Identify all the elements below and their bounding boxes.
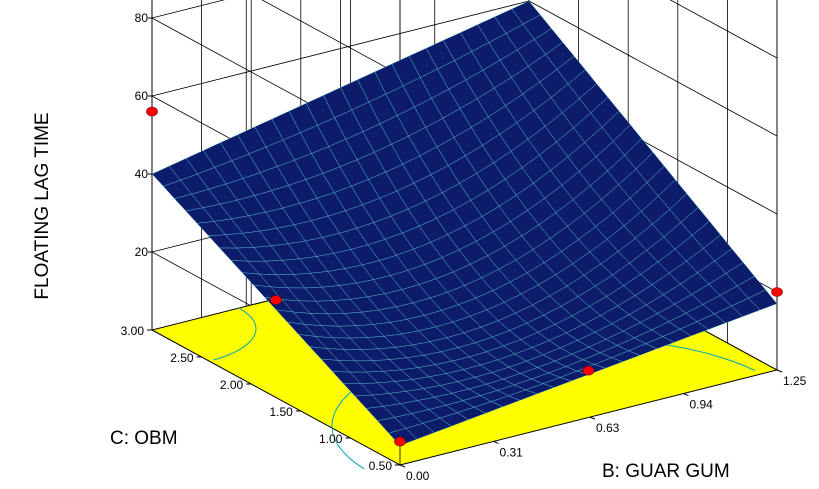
x-tick-mark bbox=[493, 440, 499, 444]
wall-grid-line bbox=[151, 0, 530, 97]
x-tick-mark bbox=[589, 416, 596, 420]
x-tick-label: 0.63 bbox=[596, 421, 620, 435]
wall-grid-line bbox=[669, 0, 778, 59]
x-tick-mark bbox=[399, 464, 406, 468]
y-tick-label: 3.00 bbox=[121, 324, 145, 338]
z-tick-label: 60 bbox=[135, 89, 149, 103]
x-tick-label: 0.00 bbox=[406, 469, 430, 483]
y-tick-label: 2.00 bbox=[220, 378, 244, 392]
design-point bbox=[270, 295, 282, 305]
wall-grid-line bbox=[261, 0, 401, 76]
y-tick-label: 1.00 bbox=[319, 432, 343, 446]
x-axis-title: B: GUAR GUM bbox=[602, 461, 730, 482]
tick-labels: 204060801001201400.000.310.630.941.250.5… bbox=[121, 11, 807, 483]
response-surface bbox=[151, 0, 778, 446]
z-tick-label: 80 bbox=[135, 11, 149, 25]
x-tick-label: 0.94 bbox=[690, 398, 714, 412]
z-tick-label: 40 bbox=[135, 167, 149, 181]
x-tick-mark bbox=[776, 369, 783, 373]
design-points bbox=[146, 106, 783, 447]
wall-grid-line bbox=[528, 0, 778, 137]
z-axis-title: FLOATING LAG TIME bbox=[32, 112, 53, 299]
y-tick-label: 2.50 bbox=[170, 351, 194, 365]
wall-grid-line bbox=[151, 0, 226, 19]
design-point bbox=[771, 287, 783, 297]
z-tick-label: 20 bbox=[135, 245, 149, 259]
design-point bbox=[394, 436, 406, 447]
x-tick-label: 1.25 bbox=[783, 374, 807, 388]
x-tick-label: 0.31 bbox=[499, 445, 523, 459]
y-tick-label: 1.50 bbox=[269, 405, 293, 419]
surface-patch bbox=[748, 289, 778, 311]
y-axis-title: C: OBM bbox=[110, 428, 178, 449]
design-point bbox=[582, 365, 595, 376]
x-tick-mark bbox=[683, 393, 689, 397]
design-point bbox=[146, 106, 158, 117]
floor-contour bbox=[213, 307, 257, 361]
y-tick-label: 0.50 bbox=[369, 459, 393, 473]
